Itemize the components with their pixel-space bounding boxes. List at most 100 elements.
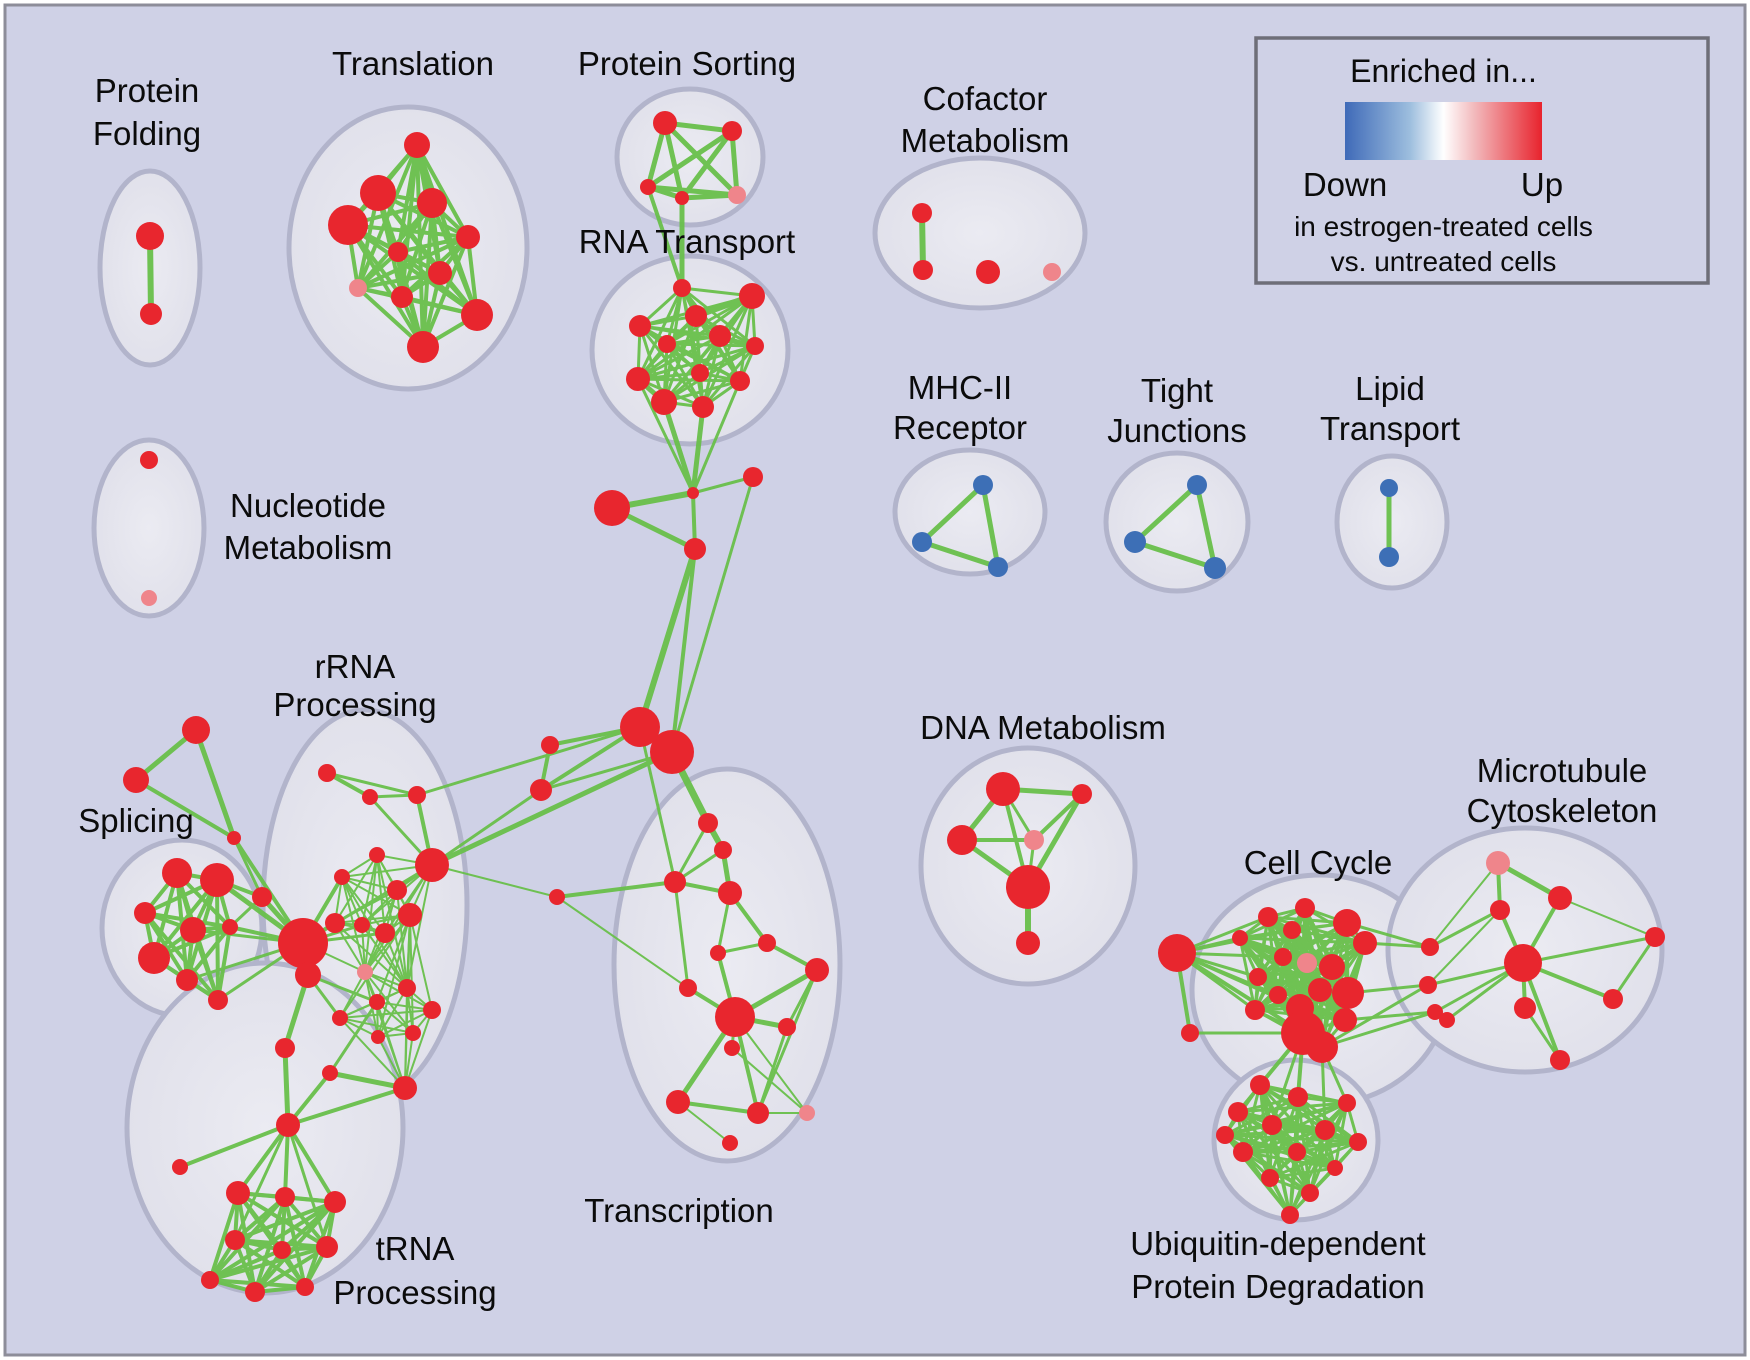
network-edge	[334, 922, 408, 989]
network-edge	[556, 896, 689, 989]
network-edge	[679, 128, 735, 201]
network-edge	[339, 971, 366, 1019]
network-edge	[1241, 1128, 1327, 1154]
gene-set-node	[123, 767, 149, 793]
gene-set-node	[404, 132, 430, 158]
network-edge	[980, 482, 1001, 570]
network-edge	[134, 778, 236, 840]
gene-set-node	[1288, 1087, 1308, 1107]
network-edge	[376, 1001, 406, 1089]
network-edge	[662, 379, 742, 404]
gene-set-node	[201, 1271, 219, 1289]
network-edge	[377, 914, 411, 1038]
network-edge	[404, 987, 408, 1089]
gene-set-node	[718, 881, 742, 905]
gene-set-node	[1297, 953, 1317, 973]
network-edge	[665, 342, 742, 383]
gene-set-node	[391, 286, 413, 308]
network-edge	[236, 1123, 290, 1195]
network-edge	[1194, 482, 1218, 571]
gene-set-node	[778, 1018, 796, 1036]
gene-set-node	[461, 299, 493, 331]
gene-set-node	[245, 1282, 265, 1302]
gene-set-node	[296, 1278, 314, 1296]
network-edge	[361, 854, 378, 926]
legend-caption-line1: in estrogen-treated cells	[1294, 211, 1593, 242]
gene-set-node	[388, 242, 408, 262]
network-edge	[327, 1070, 408, 1091]
gene-set-node	[722, 1135, 738, 1151]
network-edge	[636, 334, 722, 381]
nodes-layer	[123, 111, 1665, 1302]
gene-set-node	[387, 880, 407, 900]
gene-set-node	[912, 532, 932, 552]
network-edge	[636, 377, 742, 383]
gene-set-node	[222, 919, 238, 935]
cluster-label-lipid-transport: Lipid Transport	[1320, 370, 1460, 447]
cluster-label-tight-junctions: Tight Junctions	[1107, 372, 1246, 449]
gene-set-node	[739, 283, 765, 309]
cluster-label-nucleotide-metabolism: Nucleotide Metabolism	[224, 487, 393, 566]
network-edge	[409, 914, 433, 1011]
gene-set-node	[1288, 1143, 1306, 1161]
gene-set-node	[912, 203, 932, 223]
gene-set-node	[1249, 968, 1267, 986]
gene-set-node	[136, 222, 164, 250]
network-edge	[404, 1009, 433, 1089]
gene-set-node	[687, 487, 699, 499]
gene-set-node	[658, 335, 676, 353]
gene-set-node	[1333, 1008, 1357, 1032]
gene-set-node	[141, 590, 157, 606]
network-edge	[283, 1195, 307, 1289]
gene-set-node	[1228, 1102, 1248, 1122]
gene-set-node	[653, 111, 677, 135]
cluster-label-mhc-ii-receptor: MHC-II Receptor	[893, 369, 1027, 446]
network-edge	[1429, 862, 1499, 948]
gene-set-node	[651, 389, 677, 415]
network-edge	[1132, 539, 1218, 571]
cluster-ellipse-nucleotide-metabolism	[91, 437, 207, 619]
gene-set-node	[1308, 978, 1332, 1002]
network-edge	[253, 1200, 337, 1294]
network-edge	[756, 1025, 789, 1115]
network-edge	[431, 864, 558, 898]
gene-set-node	[1245, 1000, 1265, 1020]
gene-set-node	[162, 858, 192, 888]
gene-set-node	[1124, 531, 1146, 553]
gene-set-node	[1353, 931, 1377, 955]
network-edge	[415, 143, 470, 239]
gene-set-node	[1504, 944, 1542, 982]
cluster-label-cell-cycle: Cell Cycle	[1244, 844, 1393, 881]
network-edge	[680, 286, 705, 409]
network-edge	[143, 911, 220, 1002]
gene-set-node	[423, 1001, 441, 1019]
network-edge	[662, 120, 685, 201]
network-edge	[339, 1017, 414, 1034]
cluster-label-microtubule-cytoskeleton: Microtubule Cytoskeleton	[1467, 752, 1658, 829]
gene-set-node	[134, 902, 156, 924]
network-edge	[691, 475, 755, 495]
gene-set-node	[1258, 907, 1278, 927]
gene-set-node	[1262, 1115, 1282, 1135]
network-edge	[1032, 792, 1084, 842]
gene-set-node	[371, 1030, 385, 1044]
network-edge	[286, 1123, 337, 1204]
gene-set-node	[1427, 1004, 1443, 1020]
gene-set-node	[140, 451, 158, 469]
gene-set-node	[679, 979, 697, 997]
gene-set-node	[1301, 1184, 1319, 1202]
gene-set-node	[278, 918, 328, 968]
network-edge	[665, 342, 757, 348]
legend-gradient-bar	[1345, 102, 1542, 160]
gene-set-node	[1006, 865, 1050, 909]
gene-set-node	[1187, 475, 1207, 495]
network-edge	[208, 1195, 287, 1282]
network-edge	[1268, 1166, 1337, 1180]
network-edge	[1236, 1101, 1349, 1114]
network-edge	[233, 1200, 337, 1242]
network-edge	[670, 547, 697, 754]
legend-up-label: Up	[1521, 166, 1563, 203]
gene-set-node	[746, 337, 764, 355]
cluster-label-rrna-processing: rRNA Processing	[273, 648, 436, 723]
gene-set-node	[673, 279, 691, 297]
